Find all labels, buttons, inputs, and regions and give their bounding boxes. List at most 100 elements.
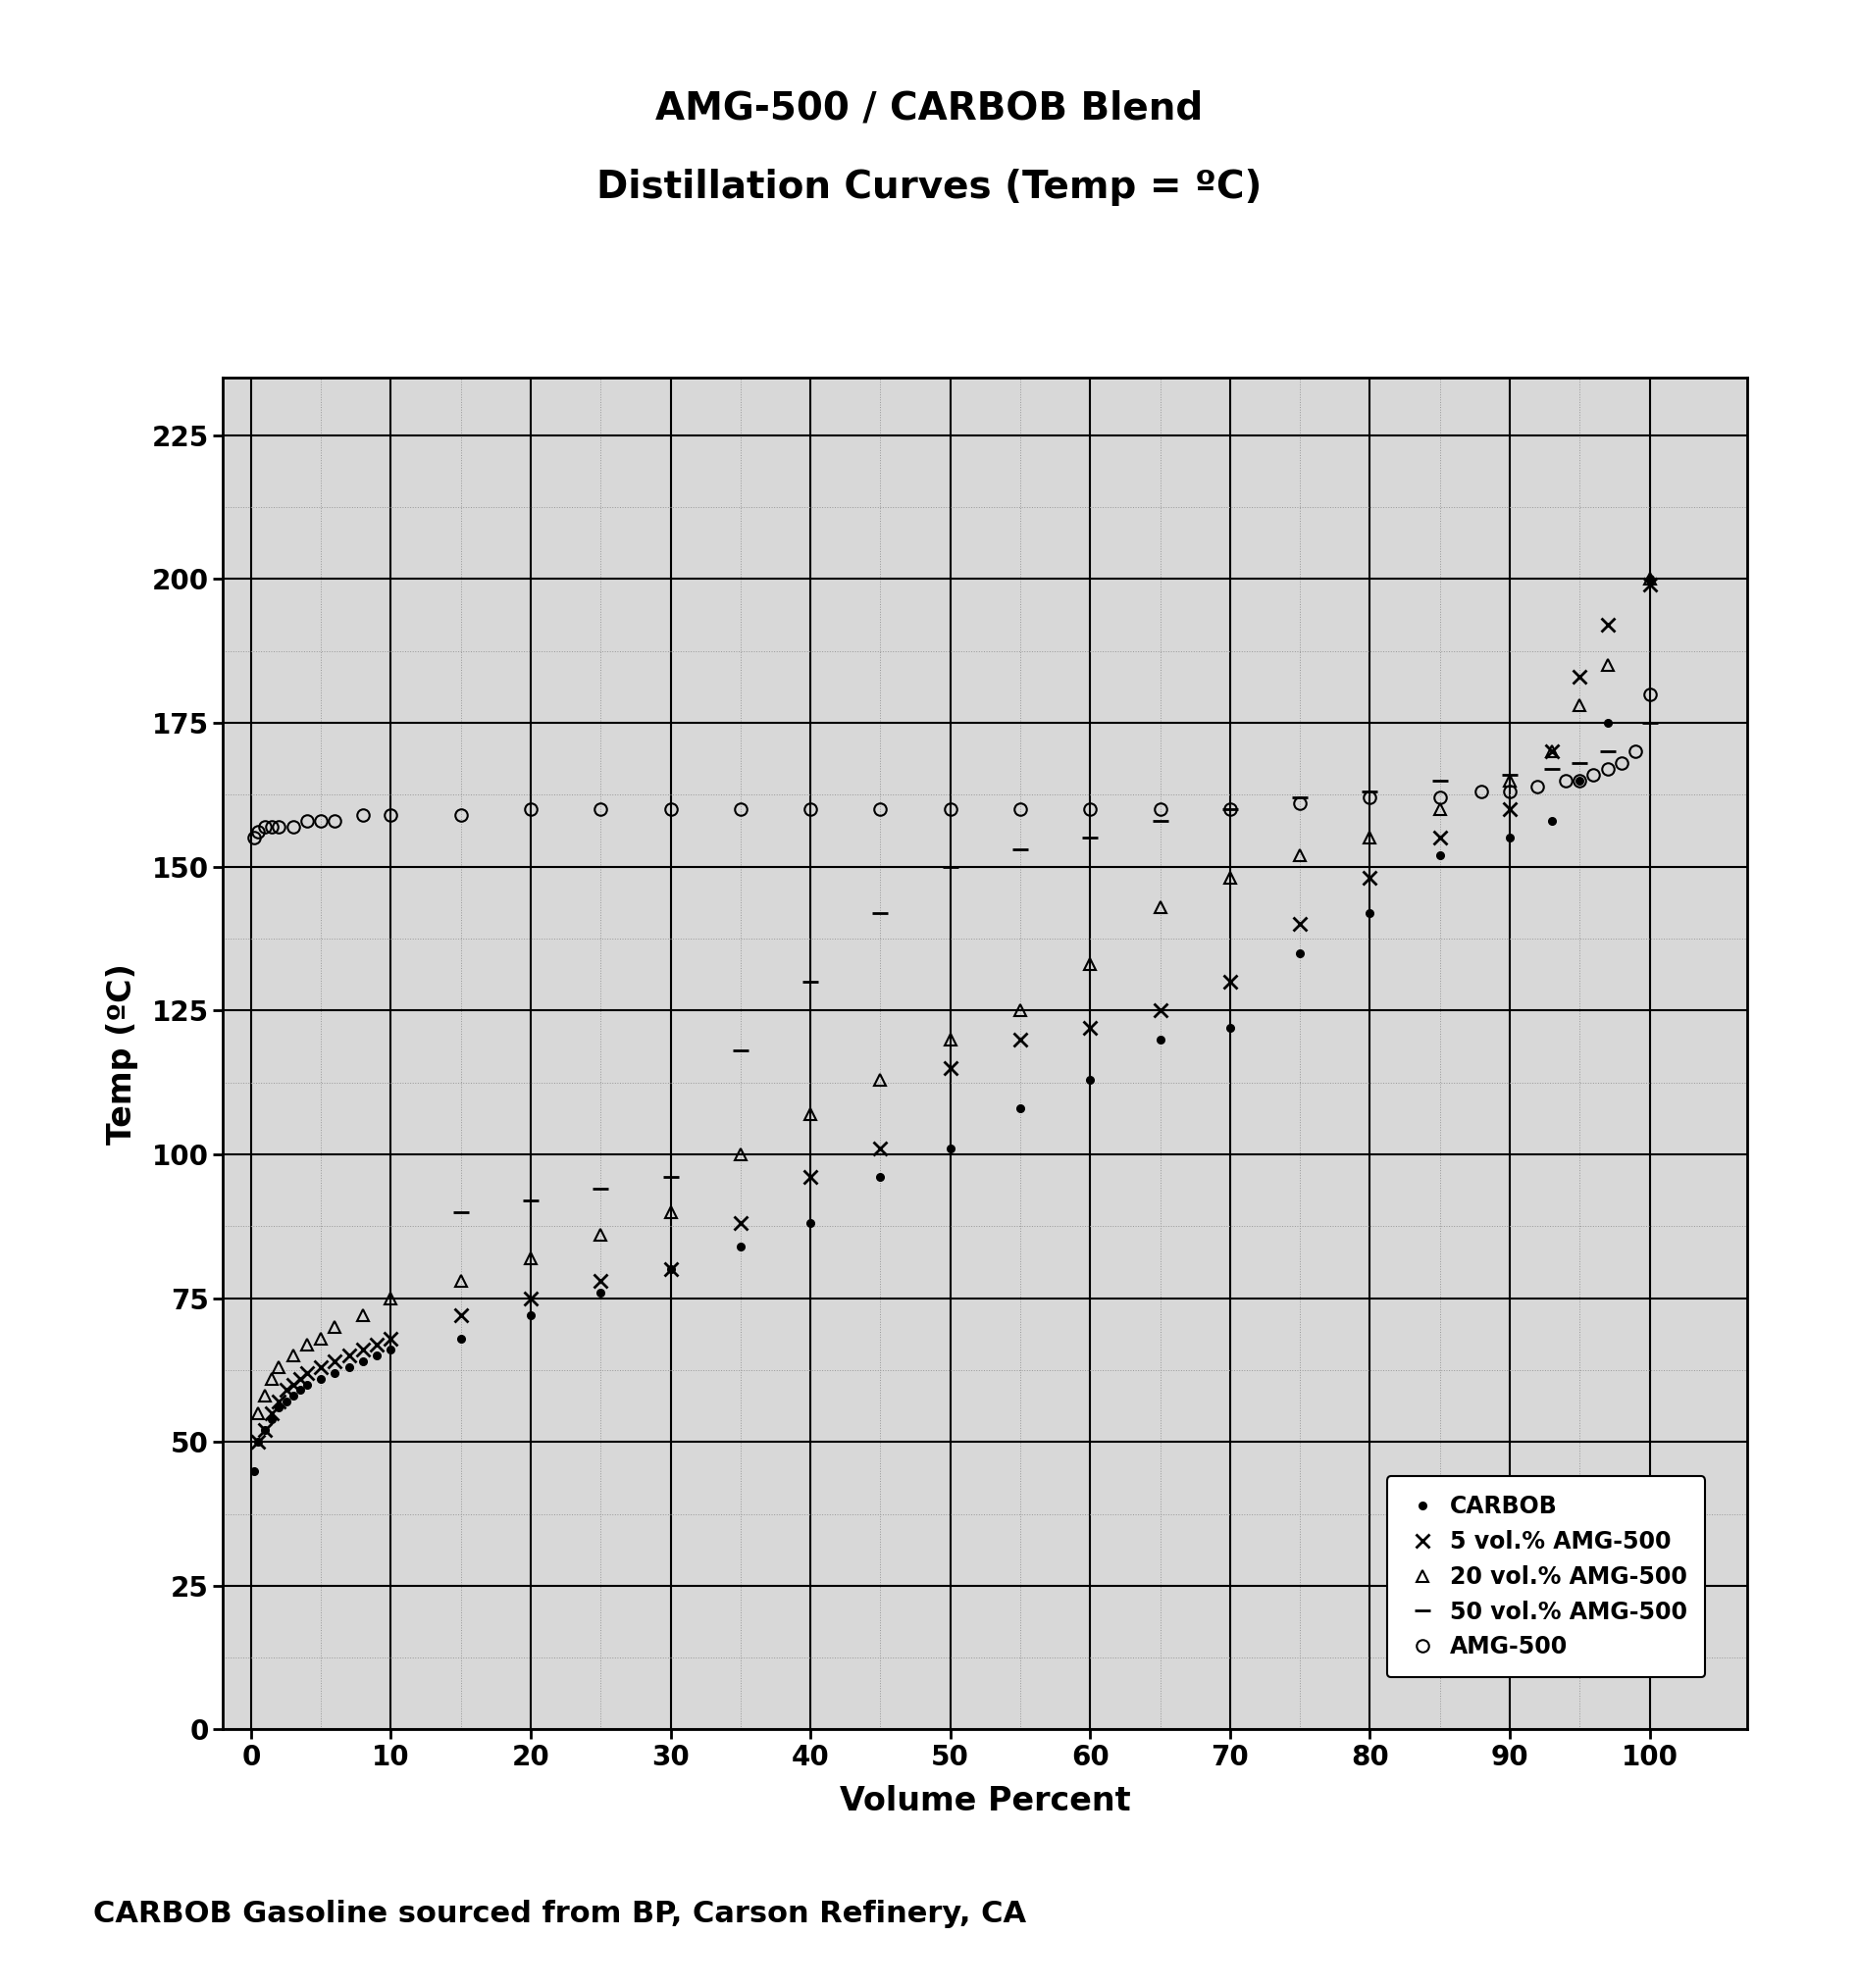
AMG-500 [1625, 740, 1647, 763]
20 vol.% AMG-500 [799, 1101, 822, 1125]
5 vol.% AMG-500 [338, 1344, 361, 1368]
AMG-500 [1582, 763, 1604, 787]
5 vol.% AMG-500 [275, 1378, 297, 1402]
20 vol.% AMG-500 [255, 1384, 277, 1408]
CARBOB [338, 1356, 361, 1380]
5 vol.% AMG-500 [351, 1338, 374, 1362]
AMG-500 [1526, 773, 1549, 797]
AMG-500 [1009, 797, 1032, 821]
20 vol.% AMG-500 [310, 1326, 333, 1350]
CARBOB [729, 1235, 751, 1258]
20 vol.% AMG-500 [1078, 952, 1101, 976]
AMG-500 [1288, 791, 1311, 815]
AMG-500 [799, 797, 822, 821]
CARBOB [247, 1429, 270, 1453]
CARBOB [1498, 825, 1521, 849]
AMG-500 [1638, 682, 1660, 706]
5 vol.% AMG-500 [255, 1419, 277, 1443]
20 vol.% AMG-500 [323, 1314, 346, 1338]
CARBOB [450, 1326, 472, 1350]
Y-axis label: Temp (ºC): Temp (ºC) [106, 962, 138, 1145]
Line: AMG-500: AMG-500 [247, 688, 1656, 845]
50 vol.% AMG-500 [1638, 712, 1660, 736]
5 vol.% AMG-500 [260, 1402, 283, 1425]
5 vol.% AMG-500 [660, 1258, 682, 1282]
CARBOB [1428, 843, 1450, 867]
20 vol.% AMG-500 [939, 1028, 961, 1052]
50 vol.% AMG-500 [1149, 809, 1171, 833]
AMG-500 [260, 815, 283, 839]
AMG-500 [1597, 757, 1619, 781]
20 vol.% AMG-500 [379, 1286, 402, 1310]
5 vol.% AMG-500 [1541, 740, 1563, 763]
AMG-500 [1220, 797, 1242, 821]
5 vol.% AMG-500 [296, 1362, 318, 1386]
50 vol.% AMG-500 [1009, 837, 1032, 861]
AMG-500 [1078, 797, 1101, 821]
20 vol.% AMG-500 [1638, 567, 1660, 590]
5 vol.% AMG-500 [1220, 970, 1242, 994]
20 vol.% AMG-500 [1541, 740, 1563, 763]
20 vol.% AMG-500 [1220, 867, 1242, 891]
CARBOB [521, 1304, 543, 1328]
5 vol.% AMG-500 [1009, 1028, 1032, 1052]
CARBOB [1288, 940, 1311, 964]
AMG-500 [521, 797, 543, 821]
5 vol.% AMG-500 [939, 1056, 961, 1079]
CARBOB [255, 1419, 277, 1443]
AMG-500 [255, 815, 277, 839]
5 vol.% AMG-500 [799, 1165, 822, 1189]
5 vol.% AMG-500 [1428, 825, 1450, 849]
AMG-500 [1569, 769, 1591, 793]
50 vol.% AMG-500 [1428, 769, 1450, 793]
5 vol.% AMG-500 [366, 1332, 389, 1356]
20 vol.% AMG-500 [247, 1402, 270, 1425]
50 vol.% AMG-500 [1220, 797, 1242, 821]
CARBOB [351, 1350, 374, 1374]
CARBOB [660, 1258, 682, 1282]
CARBOB [283, 1384, 305, 1408]
50 vol.% AMG-500 [729, 1040, 751, 1064]
AMG-500 [1359, 785, 1381, 809]
20 vol.% AMG-500 [1597, 654, 1619, 678]
AMG-500 [450, 803, 472, 827]
Text: Distillation Curves (Temp = ºC): Distillation Curves (Temp = ºC) [597, 169, 1262, 207]
Line: 5 vol.% AMG-500: 5 vol.% AMG-500 [251, 579, 1656, 1449]
50 vol.% AMG-500 [1541, 757, 1563, 781]
5 vol.% AMG-500 [1597, 612, 1619, 636]
50 vol.% AMG-500 [1078, 825, 1101, 849]
CARBOB [310, 1366, 333, 1390]
5 vol.% AMG-500 [1149, 998, 1171, 1022]
20 vol.% AMG-500 [660, 1201, 682, 1225]
50 vol.% AMG-500 [1597, 740, 1619, 763]
5 vol.% AMG-500 [1498, 797, 1521, 821]
20 vol.% AMG-500 [1498, 769, 1521, 793]
5 vol.% AMG-500 [1569, 664, 1591, 688]
50 vol.% AMG-500 [1498, 763, 1521, 787]
50 vol.% AMG-500 [521, 1189, 543, 1213]
5 vol.% AMG-500 [323, 1350, 346, 1374]
50 vol.% AMG-500 [450, 1201, 472, 1225]
CARBOB [366, 1344, 389, 1368]
Line: CARBOB: CARBOB [247, 573, 1656, 1479]
AMG-500 [1498, 779, 1521, 803]
5 vol.% AMG-500 [268, 1390, 290, 1413]
20 vol.% AMG-500 [1359, 825, 1381, 849]
AMG-500 [1149, 797, 1171, 821]
CARBOB [288, 1378, 310, 1402]
AMG-500 [1554, 769, 1576, 793]
5 vol.% AMG-500 [1288, 912, 1311, 936]
20 vol.% AMG-500 [450, 1268, 472, 1292]
CARBOB [1597, 712, 1619, 736]
20 vol.% AMG-500 [283, 1344, 305, 1368]
5 vol.% AMG-500 [288, 1366, 310, 1390]
5 vol.% AMG-500 [1078, 1016, 1101, 1040]
20 vol.% AMG-500 [521, 1246, 543, 1270]
AMG-500 [729, 797, 751, 821]
50 vol.% AMG-500 [799, 970, 822, 994]
AMG-500 [1428, 785, 1450, 809]
20 vol.% AMG-500 [1009, 998, 1032, 1022]
5 vol.% AMG-500 [379, 1326, 402, 1350]
50 vol.% AMG-500 [939, 855, 961, 879]
20 vol.% AMG-500 [1149, 895, 1171, 918]
